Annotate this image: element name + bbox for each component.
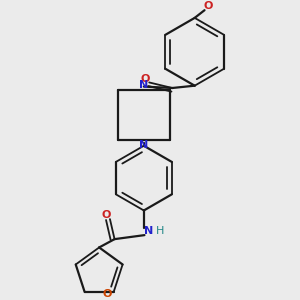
Text: O: O: [102, 210, 111, 220]
Text: N: N: [144, 226, 153, 236]
Text: O: O: [141, 74, 150, 84]
Text: O: O: [102, 289, 112, 298]
Text: H: H: [156, 226, 164, 236]
Text: N: N: [139, 140, 148, 150]
Text: N: N: [139, 80, 148, 90]
Text: O: O: [204, 1, 213, 11]
